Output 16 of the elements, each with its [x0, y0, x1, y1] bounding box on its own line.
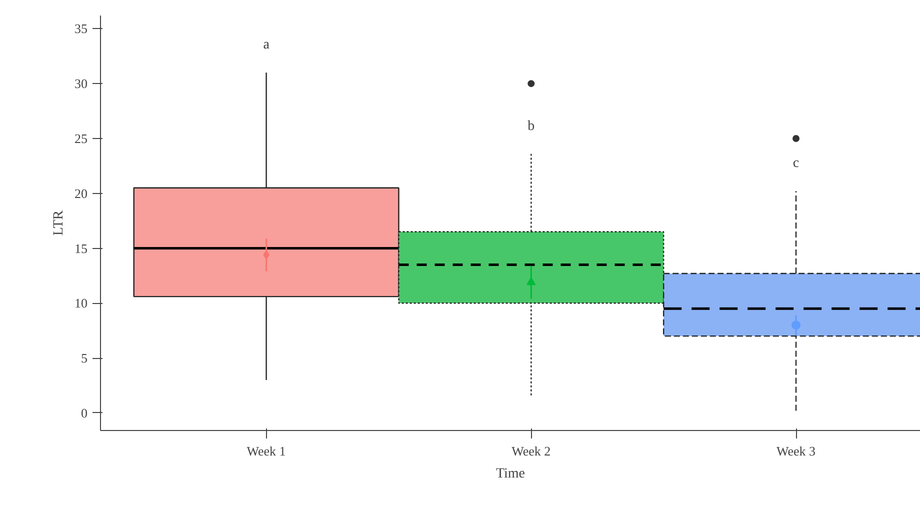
x-tick-label: Week 1 — [246, 444, 286, 458]
y-tick-label: 20 — [74, 186, 88, 201]
y-tick-label: 25 — [74, 130, 88, 146]
x-tick-label: Week 3 — [776, 444, 816, 458]
y-tick-label: 35 — [74, 21, 88, 36]
x-tick-label: Week 2 — [512, 444, 551, 458]
x-axis-title: Time — [496, 466, 526, 482]
y-tick-label: 10 — [74, 296, 88, 311]
y-tick-label: 15 — [74, 240, 88, 256]
y-axis-title: LTR — [52, 210, 66, 236]
y-tick-label: 0 — [81, 405, 88, 420]
annotation: c — [792, 156, 800, 172]
annotation: b — [528, 118, 535, 134]
y-tick-label: 30 — [74, 76, 88, 92]
annotation: a — [263, 38, 270, 53]
y-tick-label: 5 — [81, 350, 88, 366]
